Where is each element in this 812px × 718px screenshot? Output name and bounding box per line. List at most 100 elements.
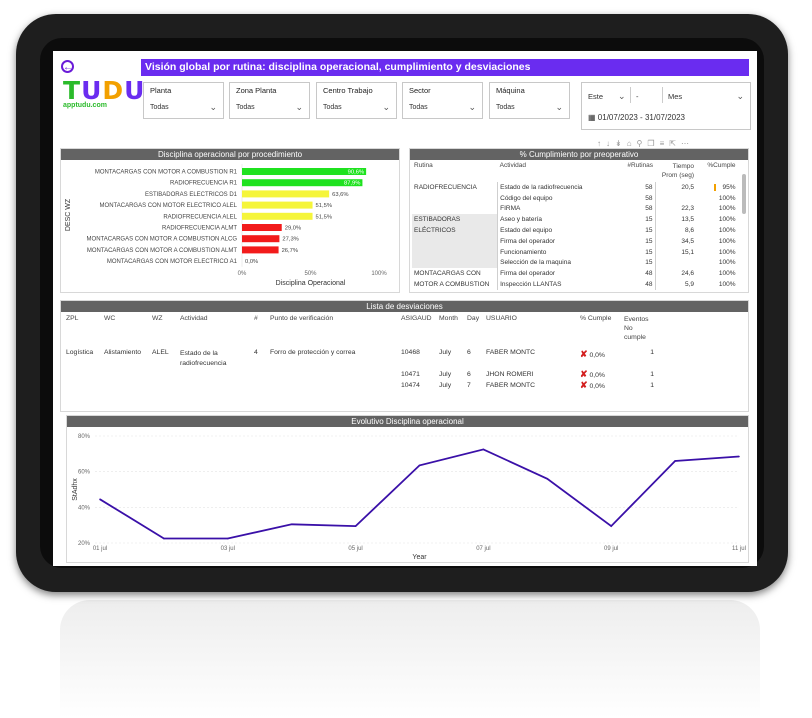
cell-rutina — [412, 235, 499, 247]
col-header-rutina[interactable]: Rutina — [414, 162, 433, 169]
cell-usuario: FABER MONTC — [486, 382, 536, 389]
more-options-icon[interactable]: ⋯ — [680, 139, 694, 148]
filter-label: Zona Planta — [236, 86, 277, 95]
table-row[interactable]: Selección de la maquina 15 100% — [412, 257, 738, 269]
date-range[interactable]: ▦ 01/07/2023 - 31/07/2023 — [588, 113, 685, 122]
col-header-tiempo[interactable]: Tiempo Prom (seg) — [661, 163, 695, 179]
y-axis-title: DESC WZ — [65, 198, 72, 231]
filter-sector[interactable]: Sector Todas ⌄ — [402, 82, 483, 119]
col-header-eventos[interactable]: Eventos No cumple — [624, 316, 649, 341]
arrow-down-icon[interactable]: ↓ — [606, 139, 615, 148]
col-header-usuario[interactable]: USUARIO — [486, 315, 517, 322]
col-header-asigaud[interactable]: ASIGAUD — [401, 315, 432, 322]
data-point — [482, 448, 485, 451]
bar — [242, 212, 313, 220]
chevron-down-icon[interactable]: ⌄ — [555, 102, 563, 112]
filter-value: Todas — [236, 104, 255, 111]
x-tick-label: 50% — [304, 271, 317, 277]
cell-tiempo: 24,6 — [655, 268, 696, 279]
cell-num: 4 — [254, 349, 258, 356]
chevron-down-icon[interactable]: ⌄ — [618, 91, 626, 101]
cell-rutinas-text: 15 — [645, 248, 653, 256]
chevron-down-icon[interactable]: ⌄ — [736, 91, 744, 101]
y-tick-label: 60% — [78, 470, 91, 476]
bar-category-label: ESTIBADORAS ELECTRICOS D1 — [145, 192, 238, 198]
cell-rutina-text: ELÉCTRICOS — [414, 227, 456, 235]
col-header-rutinas[interactable]: #Rutinas — [627, 162, 654, 169]
data-point — [738, 455, 740, 458]
col-header-wz[interactable]: WZ — [152, 315, 163, 322]
chevron-down-icon[interactable]: ⌄ — [295, 102, 303, 112]
scrollbar[interactable] — [742, 174, 746, 214]
pin-icon[interactable]: ⚲ — [636, 139, 648, 148]
x-tick-label: 07 jul — [476, 546, 490, 552]
cell-cumple-text: 100% — [718, 227, 736, 235]
table-row[interactable]: Funcionamiento 15 15,1 100% — [412, 246, 738, 258]
filter-zona-planta[interactable]: Zona Planta Todas ⌄ — [229, 82, 310, 119]
bar-data-label: 51,5% — [316, 203, 332, 209]
cell-tiempo: 8,6 — [655, 225, 696, 236]
col-header-actividad[interactable]: Actividad — [180, 315, 208, 322]
col-header-day[interactable]: Day — [467, 315, 480, 322]
filter-maquina[interactable]: Máquina Todas ⌄ — [489, 82, 570, 119]
copy-icon[interactable]: ❐ — [647, 139, 660, 148]
panel-title: Lista de desviaciones — [61, 301, 748, 312]
table-row[interactable]: 10471 July 6 JHON ROMERI ✘ 0,0% 1 — [64, 369, 656, 380]
table-row[interactable]: ESTIBADORAS Aseo y batería 15 13,5 100% — [412, 214, 738, 226]
cell-rutina-text: MONTACARGAS CON — [414, 270, 481, 278]
disciplina-panel: Disciplina operacional por procedimiento… — [60, 148, 400, 293]
data-point — [610, 525, 612, 527]
filter-value: Todas — [150, 104, 169, 111]
table-row[interactable]: MOTOR A COMBUSTION Inspección LLANTAS 48 5,… — [412, 279, 738, 290]
filter-centro-trabajo[interactable]: Centro Trabajo Todas ⌄ — [316, 82, 397, 119]
period-select[interactable]: Este — [588, 92, 604, 101]
chevron-down-icon[interactable]: ⌄ — [468, 102, 476, 112]
cell-actividad: Estado de la radiofrecuencia — [180, 350, 227, 367]
col-header-cumple[interactable]: %Cumple — [707, 162, 736, 169]
col-header-wc[interactable]: WC — [104, 315, 116, 322]
data-point — [674, 460, 676, 462]
col-header-cumple[interactable]: % Cumple — [580, 315, 612, 322]
filter-label: Planta — [150, 86, 172, 95]
unit-select[interactable]: Mes — [668, 92, 683, 101]
chevron-down-icon[interactable]: ⌄ — [382, 102, 390, 112]
cell-punto: Forro de protección y correa — [270, 349, 356, 356]
table-row[interactable]: MONTACARGAS CON Firma del operador 48 24,6 1… — [412, 268, 738, 280]
data-point — [290, 523, 293, 526]
cumplimiento-panel: % Cumplimiento por preoperativo Rutina A… — [409, 148, 749, 293]
table-row[interactable]: FIRMA 58 22,3 100% — [412, 203, 738, 215]
cell-cumple-text: 100% — [718, 205, 736, 213]
cell-actividad-text: FIRMA — [500, 205, 521, 213]
col-header-actividad[interactable]: Actividad — [499, 162, 526, 169]
cell-cumple: ✘ 0,0% — [578, 380, 622, 391]
double-arrow-down-icon[interactable]: ↡ — [615, 139, 627, 148]
data-point — [354, 525, 357, 527]
filter-planta[interactable]: Planta Todas ⌄ — [143, 82, 224, 119]
date-filter[interactable]: Este ⌄ - Mes ⌄ ▦ 01/07/2023 - 31/07/2023 — [581, 82, 751, 130]
cell-tiempo-text: 5,9 — [685, 281, 695, 289]
filter-icon[interactable]: ≡ — [659, 139, 670, 148]
back-arrow-icon[interactable]: ← — [61, 60, 74, 73]
expand-icon[interactable]: ⌂ — [626, 139, 637, 148]
cell-month: July — [439, 349, 452, 356]
col-header-zpl[interactable]: ZPL — [66, 315, 79, 322]
col-header-month[interactable]: Month — [439, 315, 458, 322]
disciplina-bar-chart: MONTACARGAS CON MOTOR A COMBUSTION R1 90,… — [65, 164, 387, 287]
focus-mode-icon[interactable]: ⇱ — [669, 139, 681, 148]
cell-rutinas: 15 — [617, 235, 656, 247]
bar-data-label: 26,7% — [282, 248, 298, 254]
bar — [242, 179, 363, 187]
arrow-up-icon[interactable]: ↑ — [597, 139, 606, 148]
cell-actividad-text: Estado del equipo — [500, 227, 553, 235]
col-header-num[interactable]: # — [254, 315, 258, 322]
table-row[interactable]: Logística Alistamiento ALEL Estado de la… — [64, 349, 656, 369]
table-row[interactable]: Firma del operador 15 34,5 100% — [412, 235, 738, 247]
table-row[interactable]: RADIOFRECUENCIA Estado de la radiofrecuen… — [412, 182, 738, 193]
table-row[interactable]: Código del equipo 58 100% — [412, 192, 738, 204]
chevron-down-icon[interactable]: ⌄ — [209, 102, 217, 112]
col-header-punto[interactable]: Punto de verificación — [270, 315, 334, 322]
table-row[interactable]: ELÉCTRICOS Estado del equipo 15 8,6 100% — [412, 225, 738, 236]
table-row[interactable]: 10474 July 7 FABER MONTC ✘ 0,0% 1 — [64, 380, 656, 391]
fail-x-icon: ✘ — [580, 349, 588, 359]
cell-cumple: 100% — [696, 204, 737, 215]
